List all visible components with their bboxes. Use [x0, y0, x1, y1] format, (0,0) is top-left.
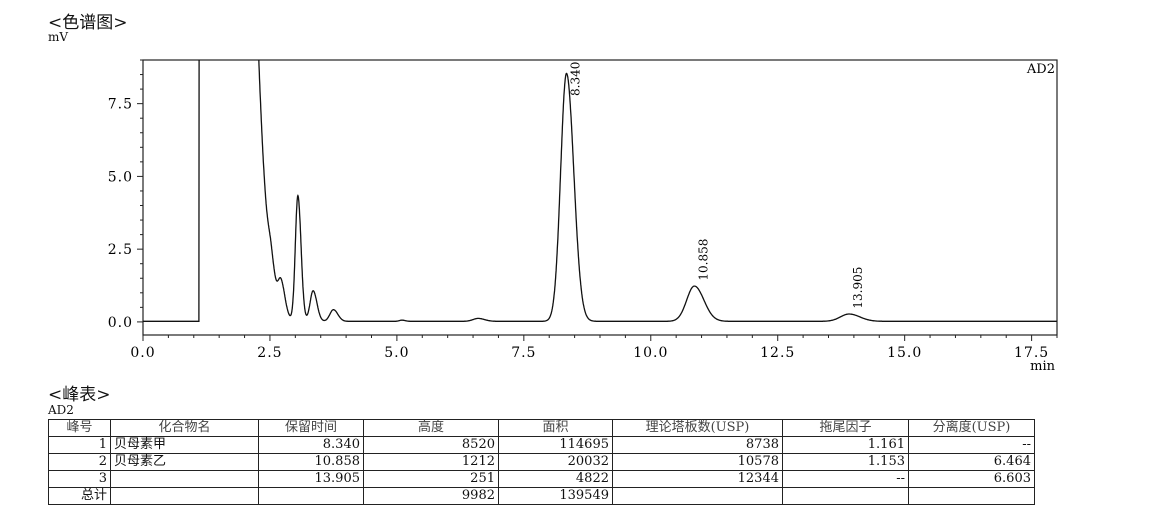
- table-cell: 贝母素甲: [110, 436, 259, 454]
- column-header: 保留时间: [258, 419, 364, 437]
- chromatogram-title: <色谱图>: [48, 13, 128, 33]
- table-row: 1 贝母素甲 8.340 8520 114695 8738 1.161 --: [48, 436, 1035, 454]
- column-header: 高度: [363, 419, 499, 437]
- peak-table-channel: AD2: [48, 403, 74, 417]
- table-cell: 114695: [498, 436, 613, 454]
- x-axis-label: min: [1030, 359, 1055, 374]
- table-cell: [908, 487, 1035, 505]
- peak-label: 8.340: [568, 62, 582, 96]
- column-header: 分离度(USP): [908, 419, 1035, 437]
- peak-table: 峰号 化合物名 保留时间 高度 面积 理论塔板数(USP) 拖尾因子 分离度(USP) 1 贝母…: [48, 419, 1035, 505]
- table-cell: --: [782, 470, 909, 488]
- table-cell: 8.340: [258, 436, 364, 454]
- table-cell: 1.161: [782, 436, 909, 454]
- table-cell: [612, 487, 783, 505]
- table-cell: 贝母素乙: [110, 453, 259, 471]
- y-tick-label: 0.0: [108, 315, 133, 331]
- y-unit-label: mV: [48, 30, 69, 44]
- table-cell: 12344: [612, 470, 783, 488]
- y-tick-label: 7.5: [108, 97, 133, 113]
- x-tick-label: 2.5: [257, 345, 282, 361]
- x-tick-label: 10.0: [633, 345, 668, 361]
- column-header: 拖尾因子: [782, 419, 909, 437]
- table-cell: [782, 487, 909, 505]
- table-cell: 1.153: [782, 453, 909, 471]
- channel-label: AD2: [1026, 62, 1055, 77]
- x-tick-label: 17.5: [1014, 345, 1049, 361]
- column-header: 化合物名: [110, 419, 259, 437]
- table-row: 3 13.905 251 4822 12344 -- 6.603: [48, 470, 1035, 488]
- table-cell: 10578: [612, 453, 783, 471]
- table-header-row: 峰号 化合物名 保留时间 高度 面积 理论塔板数(USP) 拖尾因子 分离度(USP): [48, 419, 1035, 437]
- table-cell: 139549: [498, 487, 613, 505]
- table-row: 2 贝母素乙 10.858 1212 20032 10578 1.153 6.464: [48, 453, 1035, 471]
- column-header: 面积: [498, 419, 613, 437]
- x-tick-label: 15.0: [887, 345, 922, 361]
- x-tick-label: 5.0: [384, 345, 409, 361]
- table-cell: 20032: [498, 453, 613, 471]
- table-cell: 3: [48, 470, 111, 488]
- table-row: 总计 9982 139549: [48, 487, 1035, 505]
- table-cell: [258, 487, 364, 505]
- table-cell: 总计: [48, 487, 111, 505]
- x-tick-label: 7.5: [511, 345, 536, 361]
- table-cell: 6.603: [908, 470, 1035, 488]
- table-cell: [110, 487, 259, 505]
- table-cell: [110, 470, 259, 488]
- peak-label: 10.858: [696, 239, 710, 281]
- table-cell: 8738: [612, 436, 783, 454]
- y-tick-label: 5.0: [108, 169, 133, 185]
- peak-table-title: <峰表>: [48, 385, 111, 405]
- peak-label: 13.905: [851, 267, 865, 309]
- y-tick-label: 2.5: [108, 242, 133, 258]
- column-header: 理论塔板数(USP): [612, 419, 783, 437]
- table-cell: 9982: [363, 487, 499, 505]
- chromatogram-trace: [143, 60, 1057, 322]
- table-cell: 10.858: [258, 453, 364, 471]
- x-tick-label: 12.5: [760, 345, 795, 361]
- table-cell: --: [908, 436, 1035, 454]
- x-tick-label: 0.0: [130, 345, 155, 361]
- table-cell: 1: [48, 436, 111, 454]
- table-cell: 8520: [363, 436, 499, 454]
- column-header: 峰号: [48, 419, 111, 437]
- plot-frame: [142, 59, 1058, 336]
- table-cell: 251: [363, 470, 499, 488]
- table-cell: 1212: [363, 453, 499, 471]
- table-cell: 6.464: [908, 453, 1035, 471]
- table-cell: 4822: [498, 470, 613, 488]
- table-cell: 13.905: [258, 470, 364, 488]
- table-cell: 2: [48, 453, 111, 471]
